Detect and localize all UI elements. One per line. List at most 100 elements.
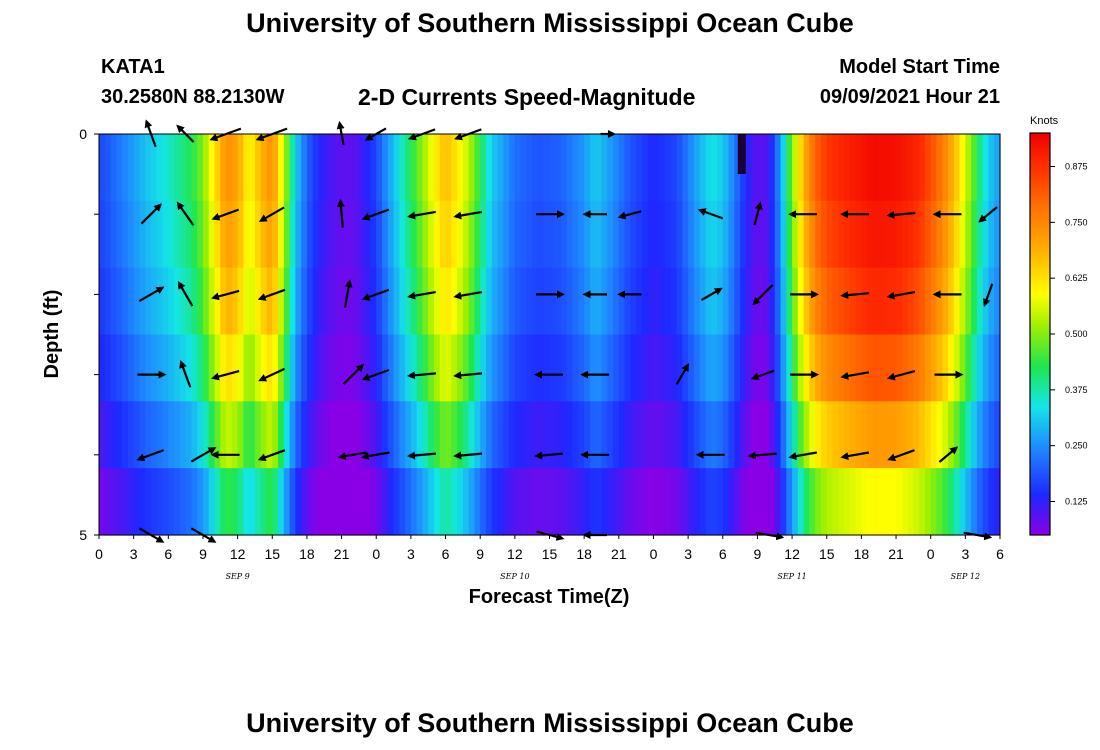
heatmap-cell <box>589 468 597 536</box>
heatmap-cell <box>174 468 181 536</box>
heatmap-cell <box>849 334 857 402</box>
heatmap-cell <box>405 401 412 469</box>
heatmap-cell <box>168 468 175 536</box>
current-vector-arrow <box>840 371 870 380</box>
heatmap-cell <box>416 267 424 336</box>
heatmap-cell <box>451 134 458 202</box>
heatmap-cell <box>682 401 689 469</box>
heatmap-cell <box>139 334 146 402</box>
date-label: SEP 10 <box>500 572 529 581</box>
heatmap-cell <box>393 134 400 202</box>
heatmap-cell <box>561 200 568 269</box>
x-tick-label: 21 <box>611 546 627 562</box>
heatmap-cell <box>127 468 135 536</box>
heatmap-cell <box>740 401 747 469</box>
heatmap-cell <box>618 468 626 536</box>
heatmap-cell <box>549 134 556 202</box>
heatmap-cell <box>803 267 811 336</box>
heatmap-cell <box>110 401 117 469</box>
x-tick-label: 9 <box>754 546 762 562</box>
heatmap-cell <box>948 401 955 469</box>
heatmap-cell <box>283 267 291 336</box>
heatmap-cell <box>849 267 857 336</box>
heatmap-cell <box>341 200 348 269</box>
heatmap-cell <box>693 468 701 536</box>
heatmap-cell <box>289 200 296 269</box>
x-tick-label: 0 <box>927 546 935 562</box>
heatmap-cell <box>445 267 452 336</box>
heatmap-cell <box>849 200 857 269</box>
heatmap-cell <box>127 401 135 469</box>
heatmap-cell <box>226 468 233 536</box>
heatmap-cell <box>116 200 123 269</box>
model-start-label: Model Start Time <box>839 56 1000 78</box>
heatmap-cell <box>890 200 897 269</box>
heatmap-cell <box>838 401 845 469</box>
current-vector-arrow <box>617 210 642 220</box>
heatmap-cell <box>185 334 193 402</box>
heatmap-cell <box>433 401 441 469</box>
heatmap-cell <box>647 468 655 536</box>
heatmap-cell <box>156 200 164 269</box>
heatmap-cell <box>116 267 123 336</box>
heatmap-cell <box>607 267 614 336</box>
heatmap-cell <box>249 334 256 402</box>
heatmap-cell <box>174 334 181 402</box>
heatmap-cell <box>439 267 447 336</box>
heatmap-cell <box>890 134 897 202</box>
current-vector-arrow <box>138 527 165 543</box>
heatmap-cell <box>676 200 683 269</box>
x-tick-label: 12 <box>507 546 523 562</box>
heatmap-cell <box>763 200 770 269</box>
heatmap-cell <box>122 334 129 402</box>
heatmap-cell <box>278 134 285 202</box>
heatmap-cell <box>150 267 158 336</box>
heatmap-cell <box>641 267 649 336</box>
heatmap-cell <box>497 267 504 336</box>
heatmap-cell <box>688 334 695 402</box>
heatmap-cell <box>318 334 325 402</box>
heatmap-cell <box>410 401 418 469</box>
heatmap-cell <box>509 267 516 336</box>
heatmap-cell <box>231 401 239 469</box>
heatmap-cell <box>572 134 579 202</box>
heatmap-cell <box>382 334 389 402</box>
heatmap-cell <box>428 200 435 269</box>
heatmap-cell <box>110 267 117 336</box>
heatmap-cell <box>867 200 874 269</box>
heatmap-cell <box>693 200 701 269</box>
heatmap-cell <box>624 334 631 402</box>
heatmap-cell <box>884 267 891 336</box>
heatmap-cell <box>699 200 707 269</box>
heatmap-cell <box>555 200 562 269</box>
current-vector-arrow <box>747 451 777 460</box>
heatmap-cell <box>872 401 880 469</box>
heatmap-cell <box>740 267 747 336</box>
heatmap-cell <box>480 200 487 269</box>
heatmap-cell <box>116 334 123 402</box>
heatmap-cell <box>480 134 487 202</box>
heatmap-cell <box>150 200 158 269</box>
heatmap-cell <box>208 401 216 469</box>
heatmap-cell <box>711 267 718 336</box>
heatmap-cell <box>670 200 678 269</box>
x-tick-label: 18 <box>854 546 870 562</box>
heatmap-cell <box>243 200 250 269</box>
heatmap-cell <box>751 334 759 402</box>
x-tick-label: 6 <box>164 546 172 562</box>
heatmap-cell <box>197 267 204 336</box>
heatmap-cell <box>145 267 152 336</box>
heatmap-cell <box>243 401 250 469</box>
heatmap-cell <box>809 468 816 536</box>
current-vector-arrow <box>360 451 390 461</box>
heatmap-cell <box>751 200 759 269</box>
heatmap-cell <box>994 267 1001 336</box>
heatmap-cell <box>803 134 811 202</box>
heatmap-cell <box>260 401 268 469</box>
heatmap-cell <box>624 134 631 202</box>
heatmap-cell <box>462 468 470 536</box>
heatmap-cell <box>699 468 707 536</box>
heatmap-cell <box>532 200 539 269</box>
current-vector-arrow <box>886 210 916 219</box>
